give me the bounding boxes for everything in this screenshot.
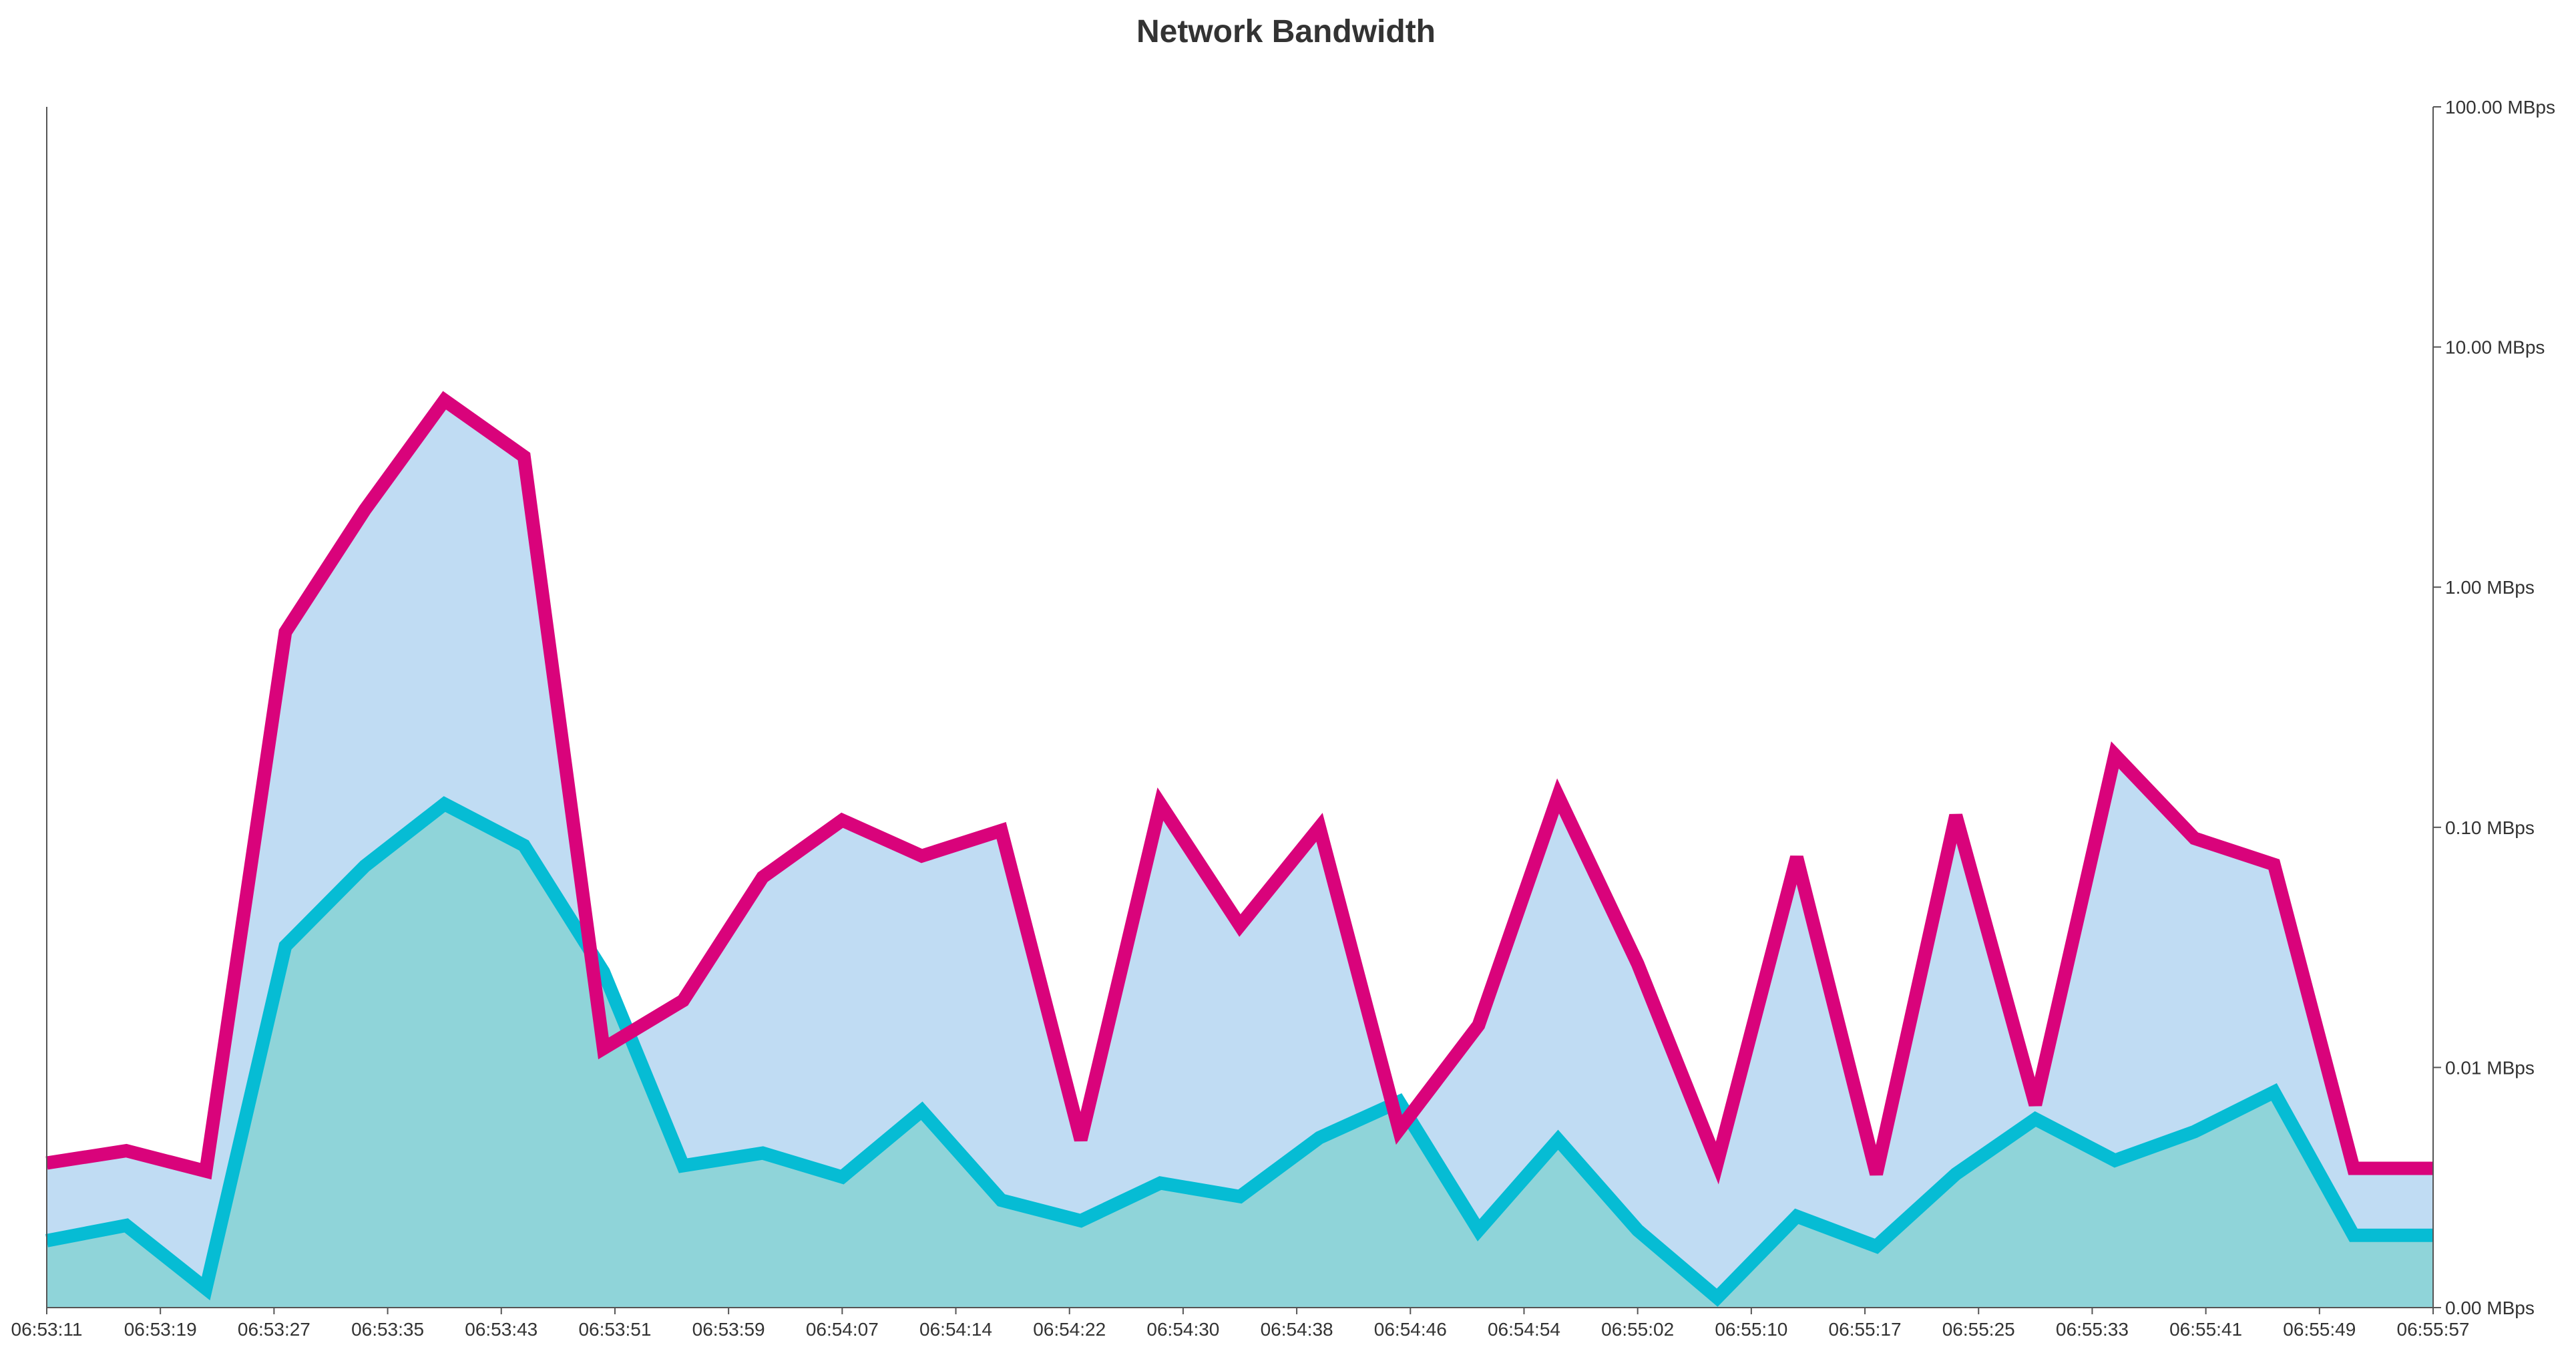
x-tick-label: 06:54:46 (1374, 1319, 1447, 1340)
lines-layer (45, 391, 2433, 1307)
y-tick-label: 1.00 MBps (2445, 577, 2535, 598)
x-tick-label: 06:55:10 (1715, 1319, 1787, 1340)
x-tick-label: 06:55:41 (2169, 1319, 2242, 1340)
x-tick-label: 06:54:07 (806, 1319, 879, 1340)
y-tick-label: 10.00 MBps (2445, 337, 2545, 358)
x-tick-label: 06:55:17 (1829, 1319, 1902, 1340)
areas-layer (47, 400, 2433, 1308)
y-tick-label: 0.01 MBps (2445, 1057, 2535, 1078)
x-tick-label: 06:53:19 (124, 1319, 197, 1340)
x-tick-label: 06:55:33 (2056, 1319, 2129, 1340)
series-2-area (47, 804, 2433, 1308)
x-tick-label: 06:53:27 (238, 1319, 310, 1340)
x-tick-label: 06:54:30 (1146, 1319, 1219, 1340)
x-tick-label: 06:53:51 (578, 1319, 651, 1340)
y-tick-label: 0.10 MBps (2445, 817, 2535, 838)
x-tick-label: 06:54:54 (1488, 1319, 1560, 1340)
x-tick-label: 06:55:25 (1942, 1319, 2015, 1340)
x-tick-label: 06:55:02 (1601, 1319, 1674, 1340)
x-tick-label: 06:53:43 (465, 1319, 538, 1340)
x-tick-label: 06:55:49 (2283, 1319, 2356, 1340)
x-tick-label: 06:55:57 (2397, 1319, 2470, 1340)
y-axis-ticks: 100.00 MBps 10.00 MBps 1.00 MBps 0.10 MBps 0… (2433, 97, 2555, 1318)
x-tick-label: 06:54:22 (1033, 1319, 1106, 1340)
y-tick-label: 0.00 MBps (2445, 1298, 2535, 1318)
x-tick-label: 06:54:38 (1261, 1319, 1333, 1340)
x-tick-label: 06:54:14 (919, 1319, 992, 1340)
x-tick-label: 06:53:11 (11, 1319, 83, 1340)
series-2-line (45, 796, 2433, 1307)
x-tick-label: 06:53:35 (351, 1319, 424, 1340)
series-1-line (45, 391, 2433, 1185)
x-axis-ticks: 06:53:11 06:53:19 06:53:27 06:53:35 06:53:43… (11, 1308, 2470, 1340)
chart-title: Network Bandwidth (1136, 14, 1436, 49)
axes-layer (46, 107, 2434, 1308)
y-tick-label: 100.00 MBps (2445, 97, 2555, 118)
x-tick-label: 06:53:59 (692, 1319, 765, 1340)
